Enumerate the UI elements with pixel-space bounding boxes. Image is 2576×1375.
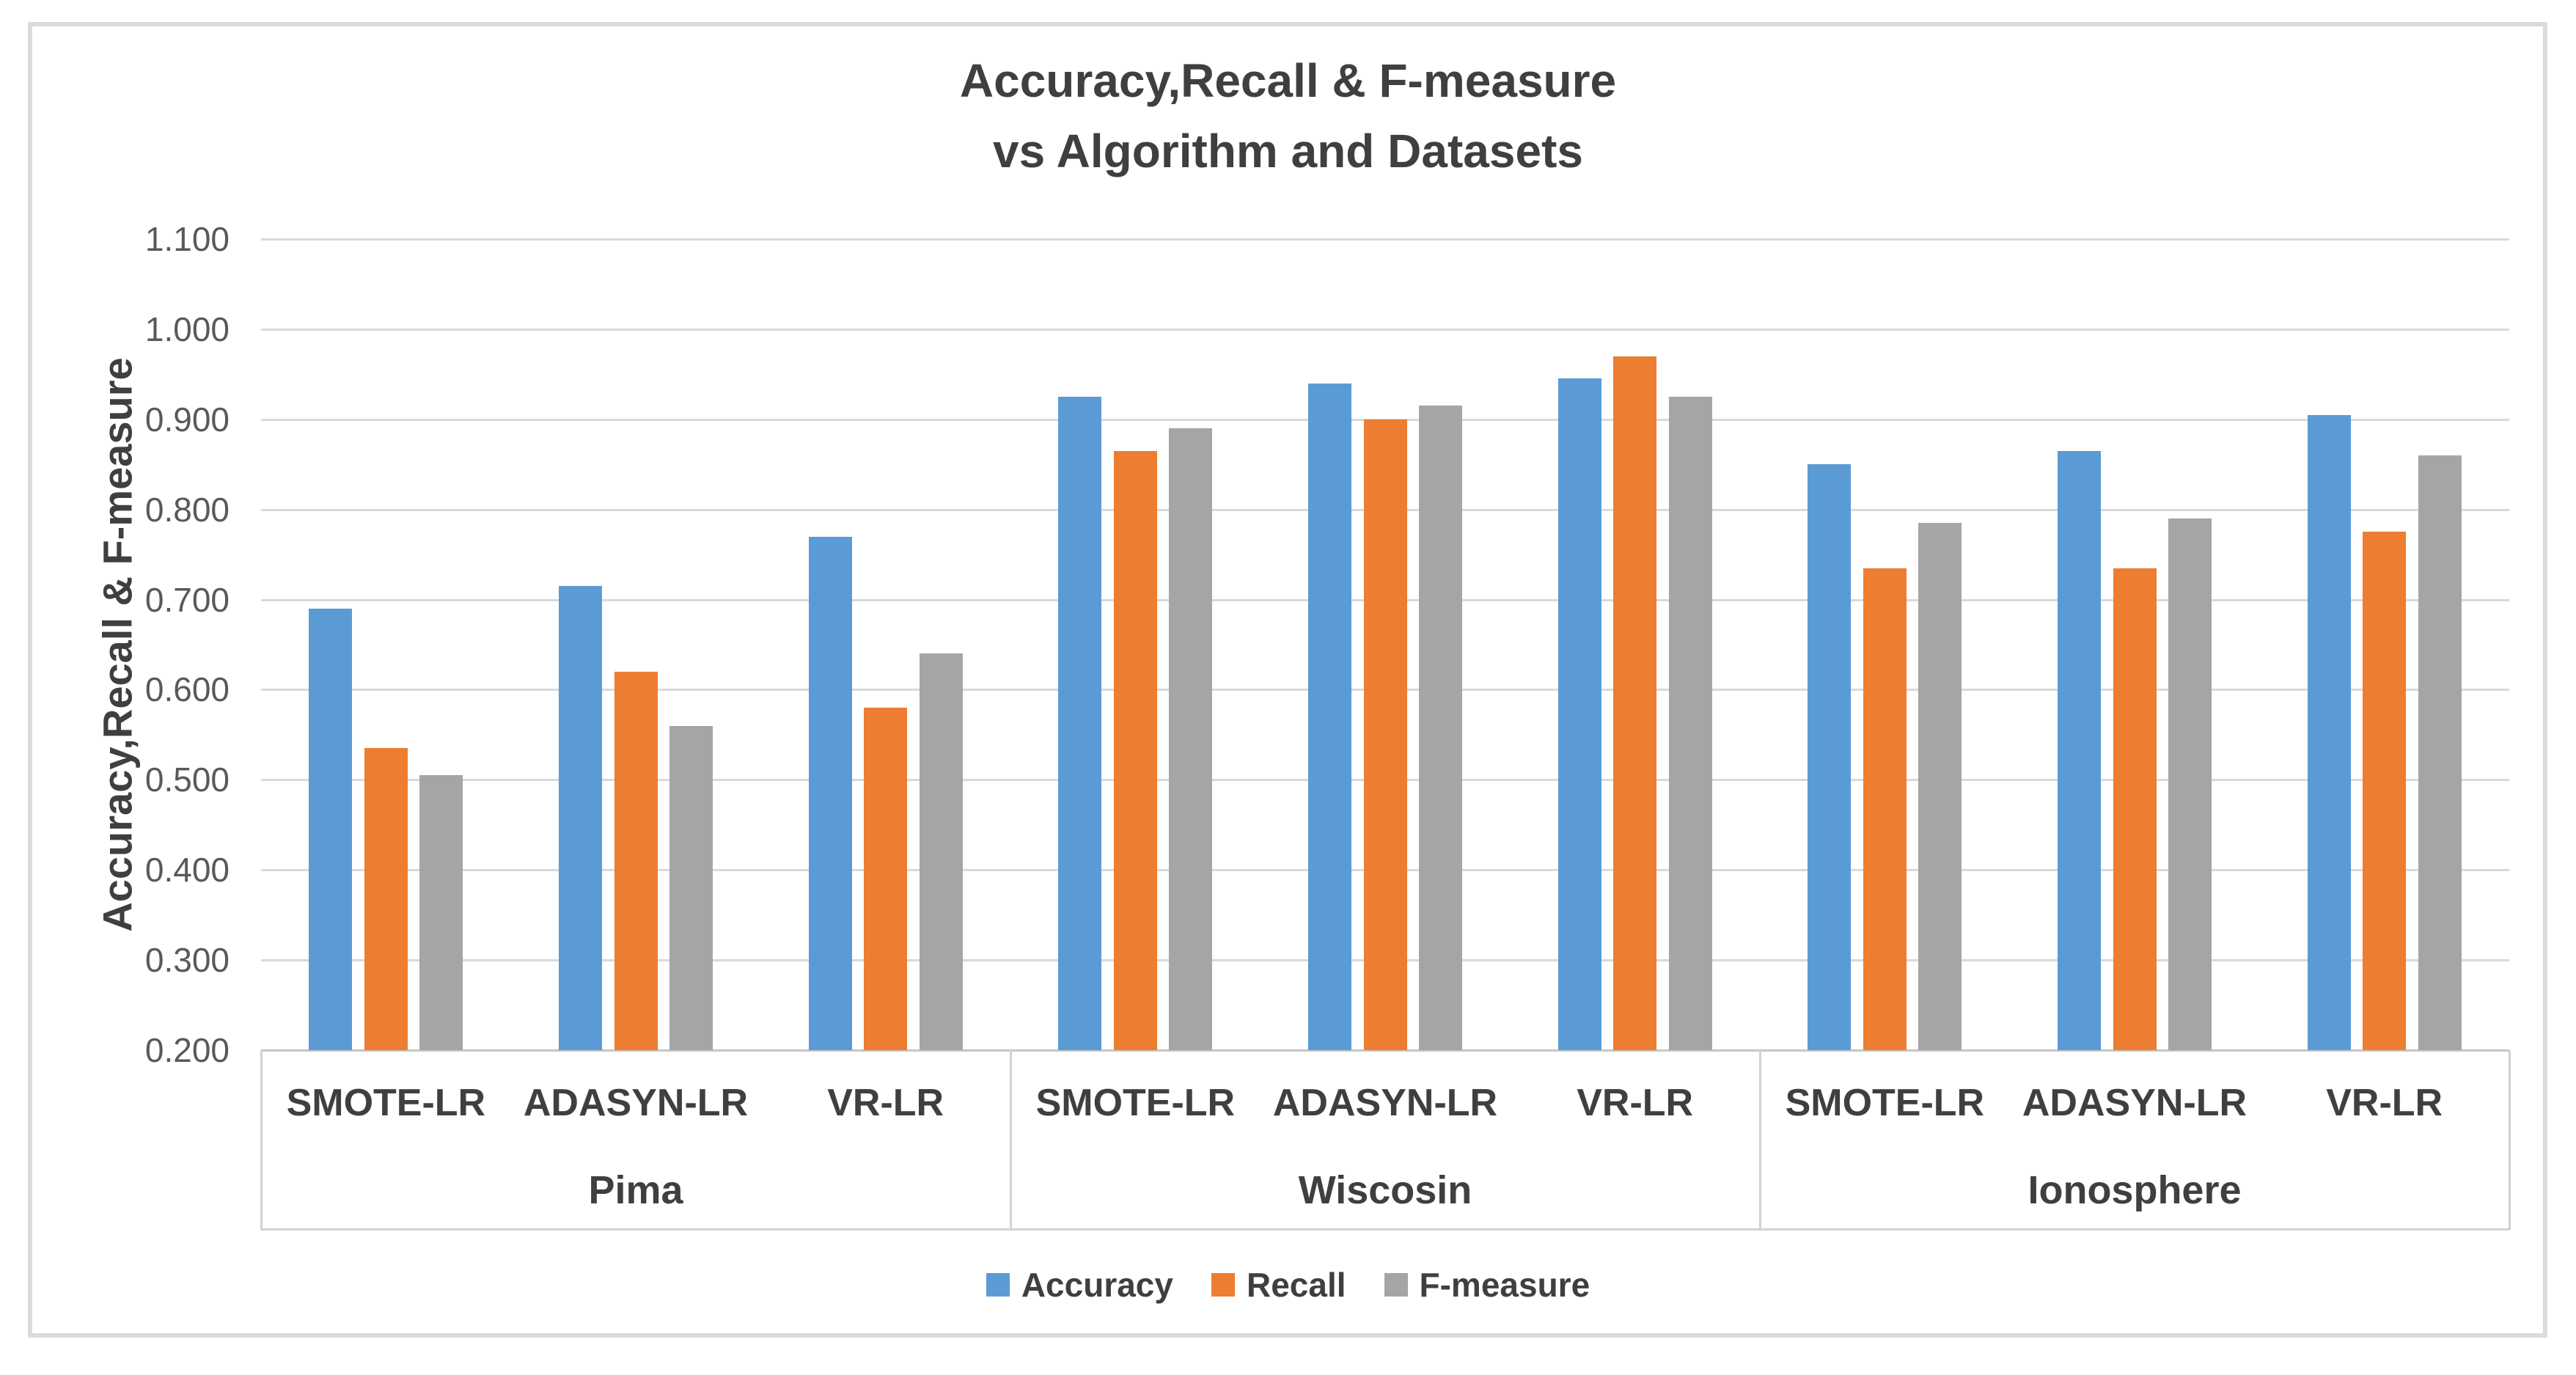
y-tick-label: 0.600 [144, 670, 230, 709]
bar-f-measure [1169, 428, 1213, 1050]
y-tick-label: 0.700 [144, 580, 230, 619]
y-tick-label: 0.200 [144, 1031, 230, 1069]
y-tick-label: 0.900 [144, 400, 230, 439]
gridline [261, 328, 2509, 331]
bar-f-measure [1918, 523, 1962, 1050]
x-category-label: VR-LR [2326, 1082, 2443, 1124]
legend-label: Accuracy [1021, 1266, 1173, 1304]
x-category-label: SMOTE-LR [286, 1082, 486, 1124]
y-tick-label: 0.300 [144, 941, 230, 980]
bar-accuracy [1557, 378, 1601, 1050]
bar-recall [614, 671, 658, 1050]
x-dataset-label: Pima [588, 1168, 683, 1212]
x-dataset-label: Ionosphere [2028, 1168, 2242, 1212]
dataset-separator [1759, 1050, 1761, 1230]
gridline [261, 1049, 2509, 1052]
bar-f-measure [1668, 397, 1712, 1050]
y-tick-label: 1.000 [144, 309, 230, 348]
x-category-label: SMOTE-LR [1785, 1082, 1985, 1124]
y-tick-label: 0.800 [144, 490, 230, 529]
bar-recall [1863, 568, 1907, 1050]
bar-accuracy [1058, 397, 1102, 1050]
bar-accuracy [1808, 464, 1852, 1050]
bar-accuracy [808, 536, 852, 1050]
x-category-label: SMOTE-LR [1035, 1082, 1236, 1124]
x-category-label: VR-LR [1577, 1082, 1694, 1124]
dataset-separator [260, 1050, 263, 1230]
bar-f-measure [419, 775, 463, 1050]
bar-recall [2363, 532, 2407, 1050]
legend: Accuracy Recall F-measure [0, 1263, 2576, 1307]
bar-recall [1363, 419, 1407, 1050]
y-tick-label: 1.100 [144, 220, 230, 258]
y-tick-label: 0.400 [144, 851, 230, 890]
chart-title-line1: Accuracy,Recall & F-measure [959, 54, 1617, 107]
bar-accuracy [2058, 450, 2101, 1050]
y-axis-title: Accuracy,Recall & F-measure [94, 357, 141, 932]
x-category-label: ADASYN-LR [2022, 1082, 2247, 1124]
x-category-label: ADASYN-LR [1272, 1082, 1498, 1124]
bar-f-measure [919, 653, 963, 1050]
gridline [261, 238, 2509, 241]
legend-label: Recall [1246, 1266, 1346, 1304]
y-tick-label: 0.500 [144, 760, 230, 799]
bar-recall [2113, 568, 2157, 1050]
legend-label: F-measure [1419, 1266, 1590, 1304]
legend-swatch-icon [1211, 1273, 1235, 1297]
bar-f-measure [669, 725, 713, 1050]
chart-title: Accuracy,Recall & F-measure vs Algorithm… [0, 45, 2576, 186]
bar-accuracy [309, 608, 353, 1050]
bar-f-measure [2168, 518, 2212, 1050]
bar-accuracy [559, 586, 602, 1050]
x-axis-box-bottom [261, 1228, 2509, 1231]
dataset-separator [2509, 1050, 2511, 1230]
bar-recall [364, 748, 408, 1050]
x-dataset-label: Wiscosin [1298, 1168, 1472, 1212]
x-category-label: VR-LR [827, 1082, 944, 1124]
bar-accuracy [2307, 414, 2351, 1050]
legend-swatch-icon [986, 1273, 1010, 1297]
dataset-separator [1010, 1050, 1012, 1230]
bar-recall [1613, 356, 1657, 1050]
bar-f-measure [2418, 455, 2462, 1050]
bar-recall [1113, 450, 1157, 1050]
legend-swatch-icon [1384, 1273, 1408, 1297]
legend-item-accuracy: Accuracy [986, 1265, 1173, 1305]
bar-accuracy [1308, 383, 1351, 1050]
legend-item-f-measure: F-measure [1384, 1265, 1590, 1305]
x-category-label: ADASYN-LR [523, 1082, 749, 1124]
legend-item-recall: Recall [1211, 1265, 1346, 1305]
bar-recall [864, 708, 908, 1050]
chart-title-line2: vs Algorithm and Datasets [993, 125, 1583, 177]
bar-f-measure [1419, 406, 1462, 1050]
